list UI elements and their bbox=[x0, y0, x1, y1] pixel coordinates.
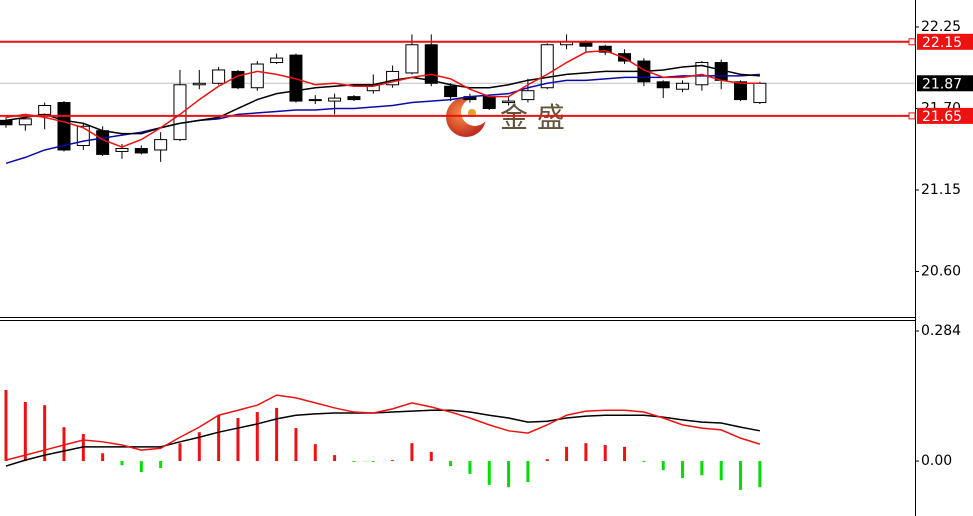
histogram-bar bbox=[681, 461, 685, 478]
histogram-bar bbox=[391, 460, 395, 462]
y-tick-label: 22.25 bbox=[921, 19, 961, 35]
histogram-bar bbox=[429, 451, 433, 462]
histogram-bar bbox=[565, 446, 569, 462]
candle-body bbox=[540, 44, 554, 89]
axis-layer: 22.2521.7021.1520.6022.1521.6521.870.284… bbox=[915, 19, 973, 469]
histogram-bar bbox=[255, 412, 259, 462]
candle-body bbox=[308, 99, 322, 102]
histogram-bar bbox=[507, 461, 511, 488]
histogram-bar bbox=[468, 461, 472, 474]
level-badge-bg bbox=[917, 33, 973, 50]
candle-body bbox=[96, 130, 110, 155]
candle-body bbox=[502, 100, 516, 104]
histogram-bar bbox=[526, 461, 530, 483]
histogram-bar bbox=[700, 461, 704, 476]
histogram-bar bbox=[275, 407, 279, 462]
candle-body bbox=[347, 96, 361, 101]
y-tick-label: 0.284 bbox=[921, 323, 961, 339]
histogram-bar bbox=[352, 461, 356, 462]
candle-body bbox=[231, 70, 245, 89]
level-badge: 22.15 bbox=[917, 33, 973, 51]
histogram-bar bbox=[449, 461, 453, 467]
level-marker bbox=[908, 112, 916, 120]
histogram-bar bbox=[62, 427, 66, 462]
histogram-bar bbox=[4, 390, 8, 462]
indicator-line bbox=[5, 49, 760, 148]
candle-body bbox=[482, 96, 496, 109]
candle-body bbox=[656, 81, 670, 89]
histogram-bar bbox=[739, 461, 743, 490]
histogram-bar bbox=[758, 461, 762, 488]
histogram-bar bbox=[43, 405, 47, 462]
candle-body bbox=[154, 139, 168, 151]
level-badge-label: 21.65 bbox=[922, 109, 962, 125]
histogram-bar bbox=[313, 444, 317, 462]
candle-body bbox=[0, 119, 13, 126]
candle-body bbox=[328, 97, 342, 102]
y-tick-label: 0.00 bbox=[921, 453, 952, 469]
histogram-bar bbox=[120, 461, 124, 466]
candle-body bbox=[57, 102, 71, 151]
plot-layer bbox=[0, 34, 916, 490]
level-badge: 21.65 bbox=[917, 107, 973, 125]
candle-body bbox=[18, 118, 32, 126]
histogram-bar bbox=[333, 455, 337, 462]
histogram-bar bbox=[603, 445, 607, 462]
candle-body bbox=[173, 84, 187, 141]
y-tick-label: 21.15 bbox=[921, 182, 961, 198]
y-tick-label: 20.60 bbox=[921, 264, 961, 280]
candle-body bbox=[405, 44, 419, 74]
watermark-text: 金 盛 bbox=[500, 101, 565, 134]
histogram-bar bbox=[642, 461, 646, 462]
candle-body bbox=[115, 147, 129, 152]
candle-body bbox=[192, 82, 206, 86]
candle-body bbox=[38, 105, 52, 115]
price-badge: 21.87 bbox=[917, 75, 973, 92]
candle-body bbox=[250, 63, 264, 89]
histogram-bar bbox=[719, 461, 723, 481]
candle-body bbox=[270, 57, 284, 64]
histogram-bar bbox=[623, 446, 627, 462]
price-badge-bg bbox=[917, 75, 973, 92]
histogram-bar bbox=[545, 459, 549, 462]
histogram-bar bbox=[371, 461, 375, 462]
histogram-bar bbox=[236, 418, 240, 462]
histogram-bar bbox=[101, 453, 105, 462]
histogram-bar bbox=[661, 461, 665, 471]
candle-body bbox=[444, 85, 458, 98]
histogram-bar bbox=[584, 443, 588, 462]
candle-body bbox=[676, 82, 690, 90]
candle-body bbox=[212, 69, 226, 84]
level-marker bbox=[908, 38, 916, 46]
histogram-bar bbox=[487, 461, 491, 485]
candle-body bbox=[521, 90, 535, 101]
candle-body bbox=[134, 147, 148, 154]
histogram-bar bbox=[178, 443, 182, 462]
histogram-bar bbox=[23, 401, 27, 462]
candle-body bbox=[598, 45, 612, 53]
candle-body bbox=[753, 82, 767, 104]
histogram-bar bbox=[197, 432, 201, 462]
histogram-bar bbox=[159, 461, 163, 468]
histogram-bar bbox=[139, 461, 143, 473]
indicator-line bbox=[5, 394, 761, 461]
level-badge-bg bbox=[917, 107, 973, 124]
price-badge-label: 21.87 bbox=[922, 76, 962, 92]
level-badge-label: 22.15 bbox=[922, 35, 962, 51]
indicator-line bbox=[5, 64, 760, 135]
histogram-bar bbox=[217, 415, 221, 462]
histogram-bar bbox=[410, 443, 414, 462]
watermark: 金 盛 bbox=[446, 97, 565, 137]
candle-body bbox=[424, 44, 438, 84]
histogram-bar bbox=[294, 428, 298, 462]
candle-body bbox=[734, 81, 748, 101]
